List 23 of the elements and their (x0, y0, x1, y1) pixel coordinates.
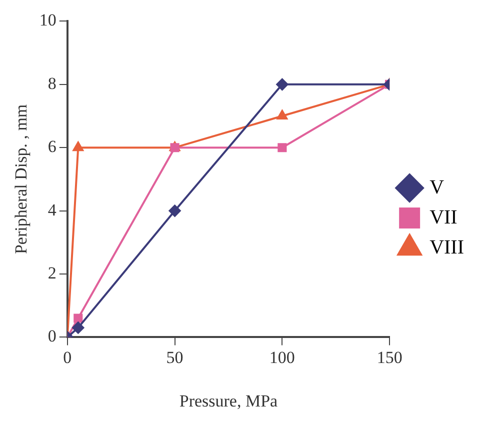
legend-label: V (430, 176, 445, 198)
x-tick-label: 100 (269, 348, 295, 367)
y-tick-label: 0 (48, 326, 56, 346)
point (278, 143, 287, 152)
y-tick-label: 4 (48, 200, 57, 220)
y-tick-label: 10 (39, 10, 56, 30)
point (168, 204, 181, 217)
y-axis-title: Peripheral Disp. , mm (12, 104, 31, 254)
x-tick-label: 0 (63, 348, 72, 367)
x-tick-label: 50 (166, 348, 184, 367)
legend-label: VII (430, 206, 458, 228)
point (74, 314, 83, 323)
point (276, 110, 288, 120)
x-axis-title: Pressure, MPa (179, 391, 278, 410)
legend-label: VIII (430, 236, 464, 258)
point (170, 143, 180, 152)
point (276, 78, 288, 90)
x-tick-label: 150 (376, 348, 402, 367)
point (72, 322, 84, 334)
point (72, 142, 84, 152)
y-tick-label: 2 (48, 263, 56, 282)
y-tick-label: 6 (48, 137, 56, 156)
y-tick-label: 8 (48, 74, 56, 93)
